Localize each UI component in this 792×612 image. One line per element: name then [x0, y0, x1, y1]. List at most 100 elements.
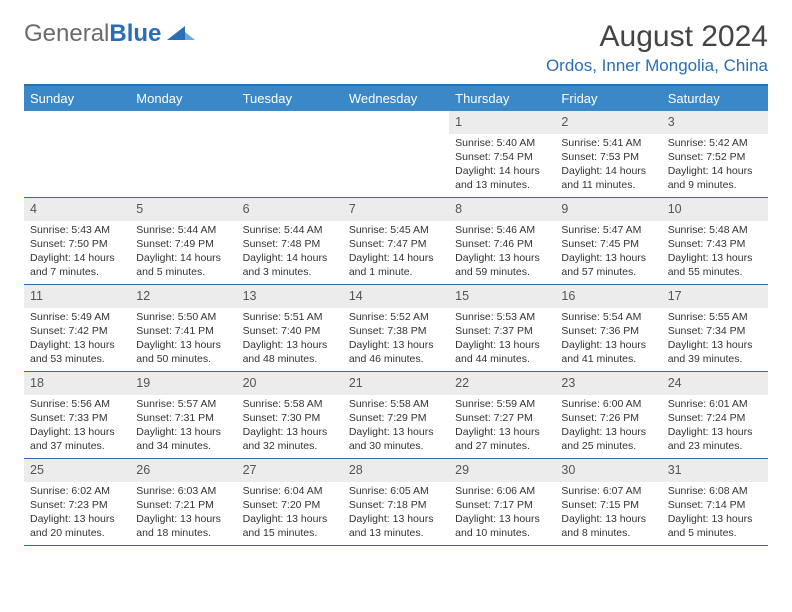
day-details: Sunrise: 5:52 AMSunset: 7:38 PMDaylight:… — [343, 308, 449, 371]
daylight-line: Daylight: 13 hours and 25 minutes. — [561, 425, 655, 453]
daylight-line: Daylight: 14 hours and 1 minute. — [349, 251, 443, 279]
calendar-cell: 16Sunrise: 5:54 AMSunset: 7:36 PMDayligh… — [555, 285, 661, 371]
sunset-line: Sunset: 7:14 PM — [668, 498, 762, 512]
sunrise-line: Sunrise: 5:48 AM — [668, 223, 762, 237]
day-details: Sunrise: 5:40 AMSunset: 7:54 PMDaylight:… — [449, 134, 555, 197]
sunset-line: Sunset: 7:45 PM — [561, 237, 655, 251]
day-number: 10 — [662, 198, 768, 221]
day-number: 20 — [237, 372, 343, 395]
calendar-cell: 22Sunrise: 5:59 AMSunset: 7:27 PMDayligh… — [449, 372, 555, 458]
week-row: 11Sunrise: 5:49 AMSunset: 7:42 PMDayligh… — [24, 285, 768, 372]
sunset-line: Sunset: 7:37 PM — [455, 324, 549, 338]
day-number: 13 — [237, 285, 343, 308]
daylight-line: Daylight: 13 hours and 10 minutes. — [455, 512, 549, 540]
calendar-cell: 2Sunrise: 5:41 AMSunset: 7:53 PMDaylight… — [555, 111, 661, 197]
sunrise-line: Sunrise: 5:58 AM — [243, 397, 337, 411]
day-details: Sunrise: 6:00 AMSunset: 7:26 PMDaylight:… — [555, 395, 661, 458]
logo-triangle-icon — [167, 22, 195, 47]
day-details: Sunrise: 5:47 AMSunset: 7:45 PMDaylight:… — [555, 221, 661, 284]
calendar-cell: 26Sunrise: 6:03 AMSunset: 7:21 PMDayligh… — [130, 459, 236, 545]
daylight-line: Daylight: 13 hours and 44 minutes. — [455, 338, 549, 366]
day-number: 26 — [130, 459, 236, 482]
daylight-line: Daylight: 13 hours and 50 minutes. — [136, 338, 230, 366]
calendar-cell: 5Sunrise: 5:44 AMSunset: 7:49 PMDaylight… — [130, 198, 236, 284]
day-number: 14 — [343, 285, 449, 308]
dow-row: SundayMondayTuesdayWednesdayThursdayFrid… — [24, 86, 768, 111]
calendar-cell: 18Sunrise: 5:56 AMSunset: 7:33 PMDayligh… — [24, 372, 130, 458]
day-number: 5 — [130, 198, 236, 221]
daylight-line: Daylight: 13 hours and 37 minutes. — [30, 425, 124, 453]
daylight-line: Daylight: 13 hours and 8 minutes. — [561, 512, 655, 540]
sunset-line: Sunset: 7:47 PM — [349, 237, 443, 251]
sunrise-line: Sunrise: 5:44 AM — [136, 223, 230, 237]
daylight-line: Daylight: 13 hours and 15 minutes. — [243, 512, 337, 540]
day-details: Sunrise: 5:58 AMSunset: 7:29 PMDaylight:… — [343, 395, 449, 458]
sunset-line: Sunset: 7:23 PM — [30, 498, 124, 512]
daylight-line: Daylight: 13 hours and 57 minutes. — [561, 251, 655, 279]
sunset-line: Sunset: 7:50 PM — [30, 237, 124, 251]
weeks-container: 1Sunrise: 5:40 AMSunset: 7:54 PMDaylight… — [24, 111, 768, 546]
calendar-cell: 31Sunrise: 6:08 AMSunset: 7:14 PMDayligh… — [662, 459, 768, 545]
day-details: Sunrise: 5:50 AMSunset: 7:41 PMDaylight:… — [130, 308, 236, 371]
sunset-line: Sunset: 7:31 PM — [136, 411, 230, 425]
calendar-cell: 24Sunrise: 6:01 AMSunset: 7:24 PMDayligh… — [662, 372, 768, 458]
day-details: Sunrise: 5:56 AMSunset: 7:33 PMDaylight:… — [24, 395, 130, 458]
daylight-line: Daylight: 13 hours and 39 minutes. — [668, 338, 762, 366]
sunset-line: Sunset: 7:40 PM — [243, 324, 337, 338]
day-number: 3 — [662, 111, 768, 134]
day-details: Sunrise: 5:43 AMSunset: 7:50 PMDaylight:… — [24, 221, 130, 284]
daylight-line: Daylight: 13 hours and 55 minutes. — [668, 251, 762, 279]
day-number: 22 — [449, 372, 555, 395]
daylight-line: Daylight: 13 hours and 59 minutes. — [455, 251, 549, 279]
daylight-line: Daylight: 13 hours and 23 minutes. — [668, 425, 762, 453]
sunrise-line: Sunrise: 5:57 AM — [136, 397, 230, 411]
calendar-cell: 4Sunrise: 5:43 AMSunset: 7:50 PMDaylight… — [24, 198, 130, 284]
daylight-line: Daylight: 14 hours and 13 minutes. — [455, 164, 549, 192]
day-number: 12 — [130, 285, 236, 308]
sunrise-line: Sunrise: 5:58 AM — [349, 397, 443, 411]
sunset-line: Sunset: 7:41 PM — [136, 324, 230, 338]
sunrise-line: Sunrise: 5:42 AM — [668, 136, 762, 150]
logo-part1: General — [24, 20, 109, 47]
sunrise-line: Sunrise: 5:54 AM — [561, 310, 655, 324]
day-details: Sunrise: 6:03 AMSunset: 7:21 PMDaylight:… — [130, 482, 236, 545]
daylight-line: Daylight: 13 hours and 5 minutes. — [668, 512, 762, 540]
day-number: 31 — [662, 459, 768, 482]
day-number: 11 — [24, 285, 130, 308]
calendar-cell: 9Sunrise: 5:47 AMSunset: 7:45 PMDaylight… — [555, 198, 661, 284]
sunset-line: Sunset: 7:36 PM — [561, 324, 655, 338]
calendar-cell: 11Sunrise: 5:49 AMSunset: 7:42 PMDayligh… — [24, 285, 130, 371]
sunrise-line: Sunrise: 5:44 AM — [243, 223, 337, 237]
sunrise-line: Sunrise: 5:40 AM — [455, 136, 549, 150]
sunset-line: Sunset: 7:24 PM — [668, 411, 762, 425]
sunrise-line: Sunrise: 6:04 AM — [243, 484, 337, 498]
sunset-line: Sunset: 7:15 PM — [561, 498, 655, 512]
sunrise-line: Sunrise: 6:05 AM — [349, 484, 443, 498]
day-details: Sunrise: 6:02 AMSunset: 7:23 PMDaylight:… — [24, 482, 130, 545]
sunrise-line: Sunrise: 6:03 AM — [136, 484, 230, 498]
day-number: 27 — [237, 459, 343, 482]
daylight-line: Daylight: 13 hours and 53 minutes. — [30, 338, 124, 366]
daylight-line: Daylight: 14 hours and 11 minutes. — [561, 164, 655, 192]
day-details: Sunrise: 5:41 AMSunset: 7:53 PMDaylight:… — [555, 134, 661, 197]
week-row: 25Sunrise: 6:02 AMSunset: 7:23 PMDayligh… — [24, 459, 768, 546]
day-details: Sunrise: 6:08 AMSunset: 7:14 PMDaylight:… — [662, 482, 768, 545]
header: GeneralBlue August 2024 Ordos, Inner Mon… — [24, 20, 768, 76]
calendar-cell: 10Sunrise: 5:48 AMSunset: 7:43 PMDayligh… — [662, 198, 768, 284]
day-details: Sunrise: 5:48 AMSunset: 7:43 PMDaylight:… — [662, 221, 768, 284]
sunset-line: Sunset: 7:33 PM — [30, 411, 124, 425]
day-details: Sunrise: 5:54 AMSunset: 7:36 PMDaylight:… — [555, 308, 661, 371]
week-row: 1Sunrise: 5:40 AMSunset: 7:54 PMDaylight… — [24, 111, 768, 198]
logo: GeneralBlue — [24, 20, 195, 48]
sunset-line: Sunset: 7:52 PM — [668, 150, 762, 164]
daylight-line: Daylight: 13 hours and 13 minutes. — [349, 512, 443, 540]
daylight-line: Daylight: 13 hours and 20 minutes. — [30, 512, 124, 540]
sunrise-line: Sunrise: 5:52 AM — [349, 310, 443, 324]
sunrise-line: Sunrise: 5:56 AM — [30, 397, 124, 411]
day-details: Sunrise: 5:58 AMSunset: 7:30 PMDaylight:… — [237, 395, 343, 458]
day-details: Sunrise: 5:42 AMSunset: 7:52 PMDaylight:… — [662, 134, 768, 197]
sunrise-line: Sunrise: 6:01 AM — [668, 397, 762, 411]
day-number: 1 — [449, 111, 555, 134]
day-number: 28 — [343, 459, 449, 482]
dow-label: Tuesday — [237, 86, 343, 111]
